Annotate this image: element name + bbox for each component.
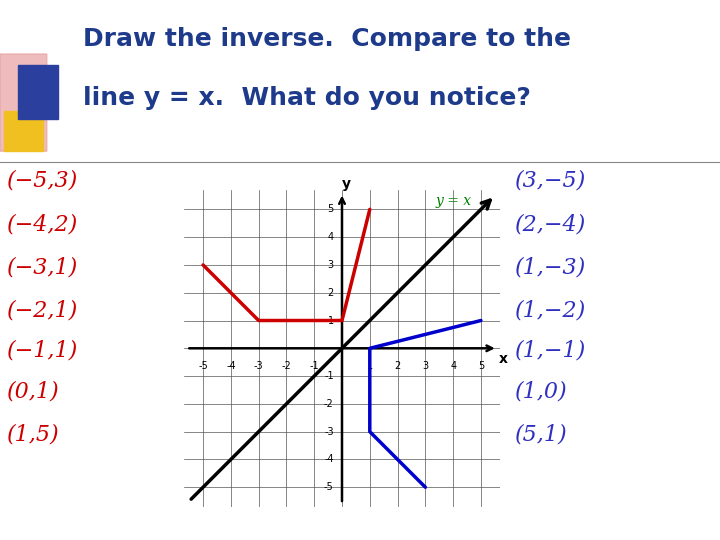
Text: (−2,1): (−2,1) <box>7 300 78 321</box>
Text: (0,1): (0,1) <box>7 381 60 402</box>
Text: 3: 3 <box>423 361 428 371</box>
Text: (3,−5): (3,−5) <box>515 170 586 192</box>
Text: -5: -5 <box>198 361 208 371</box>
Text: x: x <box>499 353 508 367</box>
Text: -3: -3 <box>254 361 264 371</box>
Text: (−5,3): (−5,3) <box>7 170 78 192</box>
Text: line y = x.  What do you notice?: line y = x. What do you notice? <box>83 86 531 110</box>
Text: 1: 1 <box>366 361 373 371</box>
Text: -1: -1 <box>310 361 319 371</box>
Bar <box>18 65 58 119</box>
Text: 2: 2 <box>328 288 333 298</box>
Text: (1,−2): (1,−2) <box>515 300 586 321</box>
Text: (1,5): (1,5) <box>7 424 60 446</box>
FancyBboxPatch shape <box>0 54 47 151</box>
Bar <box>4 111 43 151</box>
Text: -4: -4 <box>226 361 235 371</box>
Text: -3: -3 <box>324 427 333 437</box>
Text: Draw the inverse.  Compare to the: Draw the inverse. Compare to the <box>83 27 571 51</box>
Text: (1,−1): (1,−1) <box>515 340 586 362</box>
Text: -2: -2 <box>282 361 292 371</box>
Text: 4: 4 <box>450 361 456 371</box>
Text: 3: 3 <box>328 260 333 270</box>
Text: y = x: y = x <box>435 194 471 208</box>
Text: -2: -2 <box>324 399 333 409</box>
Text: (2,−4): (2,−4) <box>515 213 586 235</box>
Text: (1,0): (1,0) <box>515 381 567 402</box>
Text: 2: 2 <box>395 361 401 371</box>
Text: y: y <box>342 177 351 191</box>
Text: (−3,1): (−3,1) <box>7 256 78 278</box>
Text: (5,1): (5,1) <box>515 424 567 446</box>
Text: -1: -1 <box>324 371 333 381</box>
Text: -4: -4 <box>324 455 333 464</box>
Text: 5: 5 <box>478 361 484 371</box>
Text: 4: 4 <box>328 232 333 242</box>
Text: -5: -5 <box>324 482 333 492</box>
Text: 1: 1 <box>328 315 333 326</box>
Text: (1,−3): (1,−3) <box>515 256 586 278</box>
Text: (−1,1): (−1,1) <box>7 340 78 362</box>
Text: (−4,2): (−4,2) <box>7 213 78 235</box>
Text: 5: 5 <box>328 204 333 214</box>
